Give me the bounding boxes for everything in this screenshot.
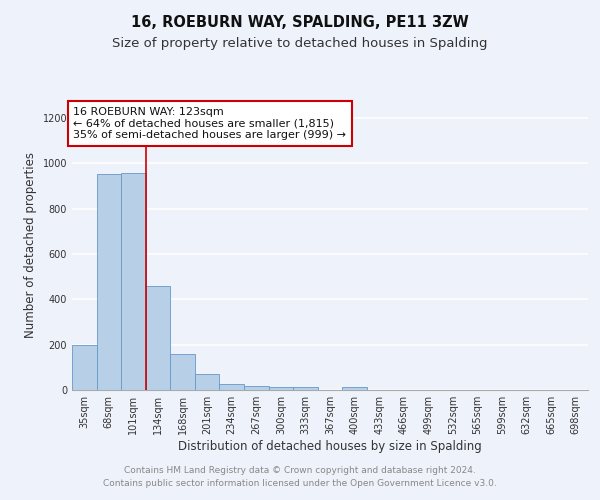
Bar: [72, 344, 97, 390]
Y-axis label: Number of detached properties: Number of detached properties: [24, 152, 37, 338]
Bar: [121, 172, 146, 390]
Bar: [97, 174, 121, 390]
Text: 16, ROEBURN WAY, SPALDING, PE11 3ZW: 16, ROEBURN WAY, SPALDING, PE11 3ZW: [131, 15, 469, 30]
X-axis label: Distribution of detached houses by size in Spalding: Distribution of detached houses by size …: [178, 440, 482, 453]
Bar: [195, 374, 220, 390]
Bar: [146, 286, 170, 390]
Text: Size of property relative to detached houses in Spalding: Size of property relative to detached ho…: [112, 38, 488, 51]
Text: Contains HM Land Registry data © Crown copyright and database right 2024.
Contai: Contains HM Land Registry data © Crown c…: [103, 466, 497, 487]
Bar: [220, 384, 244, 390]
Bar: [269, 386, 293, 390]
Bar: [293, 388, 318, 390]
Bar: [170, 354, 195, 390]
Bar: [342, 388, 367, 390]
Bar: [244, 386, 269, 390]
Text: 16 ROEBURN WAY: 123sqm
← 64% of detached houses are smaller (1,815)
35% of semi-: 16 ROEBURN WAY: 123sqm ← 64% of detached…: [73, 107, 346, 140]
